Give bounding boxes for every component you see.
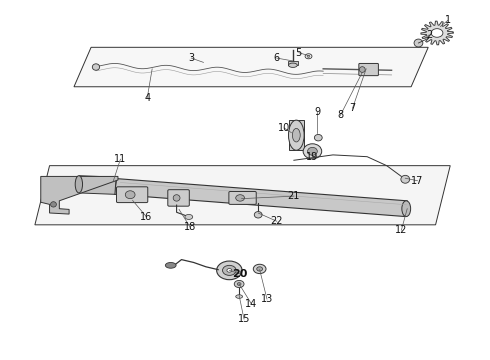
Text: 15: 15 bbox=[238, 314, 250, 324]
Ellipse shape bbox=[253, 264, 266, 274]
FancyBboxPatch shape bbox=[229, 192, 256, 204]
Text: 2: 2 bbox=[426, 30, 432, 40]
Ellipse shape bbox=[315, 134, 322, 141]
Text: 8: 8 bbox=[337, 111, 343, 121]
Ellipse shape bbox=[308, 147, 318, 155]
Ellipse shape bbox=[222, 265, 236, 275]
Ellipse shape bbox=[236, 295, 243, 298]
Text: 9: 9 bbox=[314, 107, 320, 117]
Text: 4: 4 bbox=[144, 93, 150, 103]
Text: 19: 19 bbox=[306, 152, 318, 162]
Text: 20: 20 bbox=[232, 269, 248, 279]
Polygon shape bbox=[74, 47, 428, 87]
Ellipse shape bbox=[307, 55, 310, 57]
Ellipse shape bbox=[217, 261, 242, 280]
FancyBboxPatch shape bbox=[168, 190, 189, 206]
Text: 13: 13 bbox=[261, 294, 273, 304]
Polygon shape bbox=[114, 179, 407, 216]
Text: 3: 3 bbox=[188, 53, 195, 63]
Ellipse shape bbox=[236, 195, 245, 201]
Ellipse shape bbox=[414, 39, 423, 47]
Ellipse shape bbox=[173, 195, 180, 201]
Ellipse shape bbox=[185, 215, 193, 220]
Ellipse shape bbox=[237, 283, 241, 285]
Polygon shape bbox=[78, 176, 116, 194]
FancyBboxPatch shape bbox=[288, 61, 298, 64]
Text: 6: 6 bbox=[274, 53, 280, 63]
Ellipse shape bbox=[289, 120, 304, 150]
Ellipse shape bbox=[92, 64, 99, 70]
Polygon shape bbox=[41, 176, 118, 214]
Ellipse shape bbox=[293, 129, 300, 142]
Circle shape bbox=[431, 29, 443, 37]
Text: 1: 1 bbox=[445, 15, 451, 26]
Ellipse shape bbox=[305, 54, 312, 59]
Text: 11: 11 bbox=[114, 154, 126, 164]
Ellipse shape bbox=[303, 144, 322, 159]
Text: 18: 18 bbox=[184, 222, 196, 232]
Ellipse shape bbox=[227, 269, 232, 272]
Ellipse shape bbox=[257, 267, 263, 271]
Ellipse shape bbox=[401, 175, 410, 183]
Text: 21: 21 bbox=[288, 191, 300, 201]
Text: 7: 7 bbox=[349, 103, 356, 113]
Ellipse shape bbox=[50, 202, 56, 207]
Text: 22: 22 bbox=[270, 216, 283, 226]
Text: 10: 10 bbox=[278, 123, 290, 133]
Ellipse shape bbox=[125, 191, 135, 199]
Ellipse shape bbox=[289, 63, 297, 67]
Text: 12: 12 bbox=[395, 225, 408, 235]
FancyBboxPatch shape bbox=[117, 187, 148, 203]
FancyBboxPatch shape bbox=[289, 120, 304, 150]
Ellipse shape bbox=[254, 212, 262, 218]
Polygon shape bbox=[35, 166, 450, 225]
Ellipse shape bbox=[402, 201, 411, 217]
Text: 17: 17 bbox=[411, 176, 424, 186]
Ellipse shape bbox=[359, 67, 365, 72]
Ellipse shape bbox=[234, 280, 244, 288]
Ellipse shape bbox=[75, 176, 82, 193]
Text: 14: 14 bbox=[245, 299, 257, 309]
Ellipse shape bbox=[165, 262, 176, 268]
FancyBboxPatch shape bbox=[359, 63, 378, 76]
Polygon shape bbox=[421, 21, 453, 45]
Text: 5: 5 bbox=[295, 48, 302, 58]
Text: 16: 16 bbox=[140, 212, 152, 221]
